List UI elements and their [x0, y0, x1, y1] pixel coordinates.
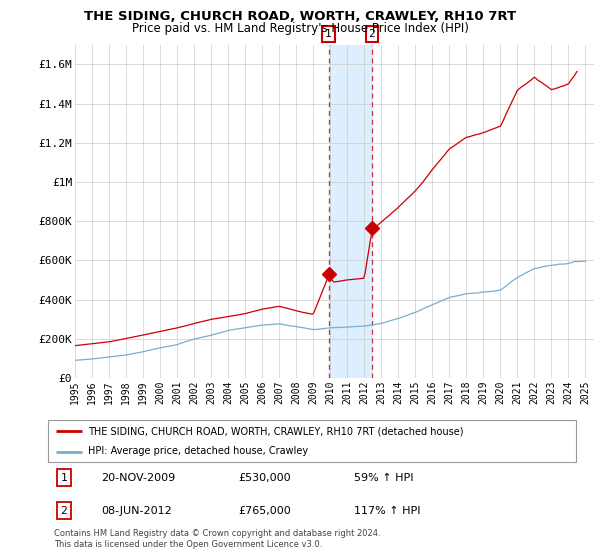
- Bar: [329, 45, 372, 378]
- Text: 1: 1: [61, 473, 67, 483]
- Text: HPI: Average price, detached house, Crawley: HPI: Average price, detached house, Craw…: [88, 446, 308, 456]
- Text: 20-NOV-2009: 20-NOV-2009: [101, 473, 175, 483]
- Text: 2: 2: [61, 506, 67, 516]
- Text: £530,000: £530,000: [238, 473, 291, 483]
- Text: £765,000: £765,000: [238, 506, 291, 516]
- Text: 59% ↑ HPI: 59% ↑ HPI: [354, 473, 414, 483]
- Text: Contains HM Land Registry data © Crown copyright and database right 2024.
This d: Contains HM Land Registry data © Crown c…: [54, 529, 380, 549]
- Text: 2: 2: [368, 29, 376, 39]
- Text: THE SIDING, CHURCH ROAD, WORTH, CRAWLEY, RH10 7RT (detached house): THE SIDING, CHURCH ROAD, WORTH, CRAWLEY,…: [88, 426, 463, 436]
- Text: 117% ↑ HPI: 117% ↑ HPI: [354, 506, 421, 516]
- Text: 1: 1: [325, 29, 332, 39]
- Text: 08-JUN-2012: 08-JUN-2012: [101, 506, 172, 516]
- Text: Price paid vs. HM Land Registry's House Price Index (HPI): Price paid vs. HM Land Registry's House …: [131, 22, 469, 35]
- Text: THE SIDING, CHURCH ROAD, WORTH, CRAWLEY, RH10 7RT: THE SIDING, CHURCH ROAD, WORTH, CRAWLEY,…: [84, 10, 516, 23]
